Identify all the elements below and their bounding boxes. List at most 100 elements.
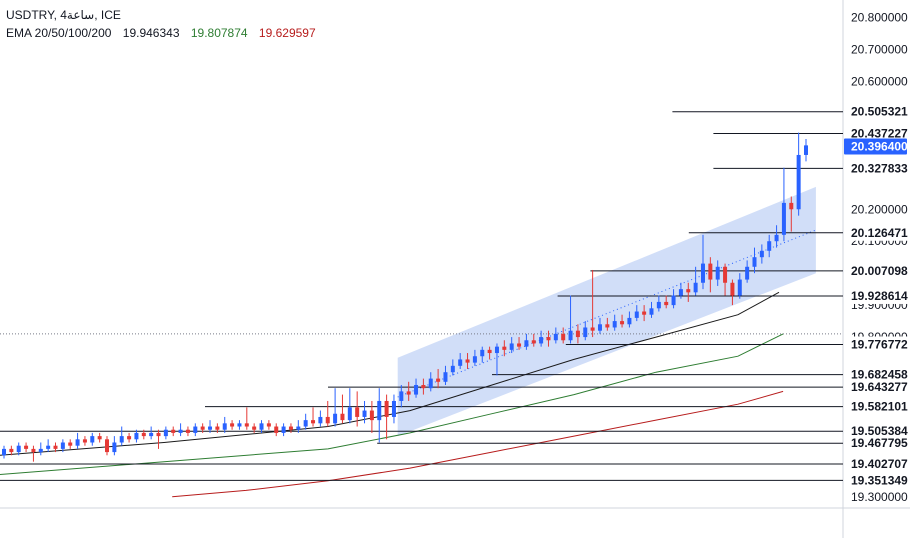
candle bbox=[737, 273, 742, 299]
candle bbox=[355, 391, 360, 427]
candle bbox=[399, 384, 404, 408]
candle bbox=[480, 346, 485, 363]
candle-body bbox=[487, 349, 492, 354]
candle-body bbox=[16, 445, 21, 453]
ema-20-value: 19.946343 bbox=[122, 26, 180, 40]
ema-label: EMA 20/50/100/200 bbox=[6, 26, 112, 40]
candle-body bbox=[303, 420, 308, 427]
candle-body bbox=[296, 426, 301, 430]
candle-body bbox=[539, 337, 544, 344]
candle-body bbox=[230, 423, 235, 427]
candle-body bbox=[82, 439, 87, 443]
candle bbox=[60, 439, 65, 453]
level-label-12: 19.402707 bbox=[851, 457, 908, 471]
candle bbox=[274, 423, 279, 437]
candle-body bbox=[281, 426, 286, 433]
candle-body bbox=[789, 202, 794, 210]
candle bbox=[281, 423, 286, 437]
candle bbox=[752, 247, 757, 274]
candle-body bbox=[193, 426, 198, 433]
candle-body bbox=[465, 359, 470, 363]
level-label-7: 19.682458 bbox=[851, 368, 908, 382]
candle-body bbox=[185, 429, 190, 433]
candle-body bbox=[355, 407, 360, 417]
candle-body bbox=[222, 423, 227, 430]
level-label-bg-1 bbox=[844, 125, 909, 142]
candle bbox=[700, 234, 705, 290]
candle bbox=[406, 381, 411, 401]
candle-body bbox=[288, 426, 293, 430]
candle-body bbox=[156, 432, 161, 437]
candle-body bbox=[377, 400, 382, 421]
candle bbox=[759, 244, 764, 264]
candle bbox=[597, 317, 602, 334]
candle bbox=[539, 330, 544, 347]
candle-body bbox=[318, 416, 323, 424]
candle bbox=[178, 423, 183, 437]
level-label-bg-13 bbox=[844, 472, 909, 489]
candle-body bbox=[737, 279, 742, 296]
candle-body bbox=[163, 429, 168, 437]
level-label-bg-10 bbox=[844, 423, 909, 440]
candle bbox=[693, 266, 698, 296]
candle-body bbox=[68, 442, 73, 446]
candle bbox=[244, 407, 249, 430]
candle-body bbox=[406, 391, 411, 395]
candle bbox=[583, 321, 588, 341]
candle bbox=[112, 436, 117, 456]
candle-body bbox=[215, 426, 220, 430]
candle-body bbox=[634, 311, 639, 318]
candle bbox=[259, 420, 264, 433]
candle-body bbox=[627, 317, 632, 325]
candle-body bbox=[134, 432, 139, 440]
candle-body bbox=[708, 263, 713, 280]
candle-body bbox=[31, 448, 36, 453]
candle bbox=[634, 305, 639, 322]
regression-channel bbox=[397, 186, 816, 437]
candle-body bbox=[531, 340, 536, 344]
candle bbox=[105, 436, 110, 456]
candle bbox=[774, 225, 779, 248]
candle bbox=[575, 324, 580, 344]
candle bbox=[686, 282, 691, 302]
level-label-bg-7 bbox=[844, 366, 909, 383]
candle bbox=[333, 388, 338, 427]
candle bbox=[90, 432, 95, 446]
candle bbox=[252, 423, 257, 433]
candle-body bbox=[656, 301, 661, 309]
candle bbox=[325, 400, 330, 427]
candle-body bbox=[208, 426, 213, 430]
candle-body bbox=[149, 432, 154, 437]
candle-body bbox=[752, 257, 757, 267]
candle bbox=[642, 305, 647, 322]
candle-body bbox=[325, 416, 330, 424]
candle bbox=[119, 426, 124, 446]
candle bbox=[384, 394, 389, 440]
candle bbox=[163, 426, 168, 440]
candle bbox=[436, 369, 441, 389]
candle bbox=[230, 420, 235, 430]
candle-body bbox=[105, 439, 110, 453]
candle-body bbox=[53, 445, 58, 449]
candle bbox=[796, 132, 801, 216]
candle-body bbox=[553, 333, 558, 341]
candle-body bbox=[686, 289, 691, 293]
candle bbox=[97, 432, 102, 443]
candle bbox=[517, 337, 522, 350]
candle bbox=[804, 138, 808, 162]
candle-body bbox=[612, 321, 617, 328]
candle bbox=[53, 442, 58, 453]
candle bbox=[494, 343, 499, 376]
candle-body bbox=[546, 337, 551, 341]
candle bbox=[561, 327, 566, 344]
level-label-bg-4 bbox=[844, 262, 909, 279]
candle bbox=[171, 426, 176, 437]
candle-body bbox=[502, 346, 507, 350]
candle bbox=[288, 423, 293, 433]
candle bbox=[708, 257, 713, 293]
candle-body bbox=[575, 330, 580, 338]
candle-body bbox=[443, 372, 448, 382]
candle bbox=[524, 333, 529, 350]
candle-body bbox=[384, 400, 389, 417]
